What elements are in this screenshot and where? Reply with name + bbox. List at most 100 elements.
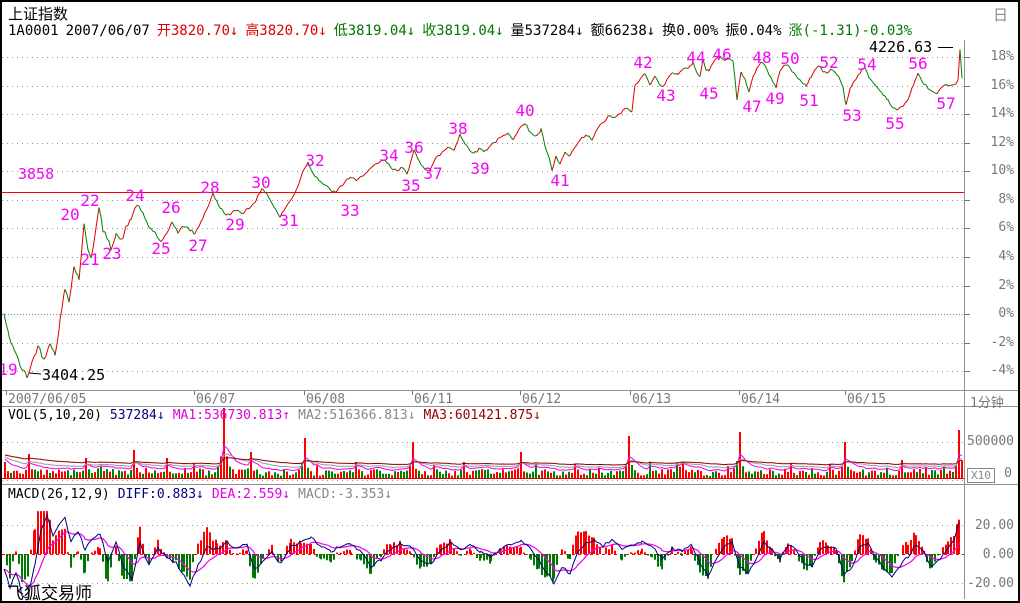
y-tick-label: 14% <box>990 106 1014 121</box>
y-tick <box>964 200 970 201</box>
volume-ma3-line <box>4 454 963 466</box>
main-gridline-16 <box>2 86 964 87</box>
wave-label-56: 56 <box>908 54 928 73</box>
wave-label-41: 41 <box>550 171 570 190</box>
x-tick-label: 2007/06/05 <box>8 392 87 407</box>
period-label[interactable]: 1分钟 <box>970 396 1004 411</box>
y-tick-label: 16% <box>990 78 1014 93</box>
wave-label-42: 42 <box>633 53 653 72</box>
y-tick-label: 18% <box>990 49 1014 64</box>
quote-segment-1: 2007/06/07 <box>65 23 150 39</box>
y-tick <box>964 114 970 115</box>
y-tick-label: 0% <box>998 306 1014 321</box>
main-gridline-18 <box>2 57 964 58</box>
x-tick <box>520 391 521 395</box>
high-price-label: 4226.63 <box>869 38 933 56</box>
axis-bottom-line <box>2 406 1018 407</box>
quote-segment-6: 量537284↓ <box>510 23 584 39</box>
macd-segment-2: DEA:2.559↓ <box>211 487 291 502</box>
quote-segment-10: 涨(-1.31)-0.03% <box>788 23 913 39</box>
main-gridline--2 <box>2 343 964 344</box>
wave-label-19: 19 <box>0 360 18 379</box>
quote-segment-9: 振0.04% <box>725 23 782 39</box>
wave-label-24: 24 <box>125 186 145 205</box>
wave-label-23: 23 <box>102 244 122 263</box>
macd-histogram-negative <box>6 554 941 583</box>
volume-segment-4: MA3:601421.875↓ <box>423 408 541 423</box>
main-gridline--4 <box>2 371 964 372</box>
y-tick-label: 2% <box>998 278 1014 293</box>
macd-scale-label: 0.00 <box>982 547 1014 562</box>
y-tick <box>964 343 970 344</box>
wave-label-44: 44 <box>686 48 706 67</box>
wave-label-36: 36 <box>404 138 424 157</box>
quote-segment-4: 低3819.04↓ <box>333 23 416 39</box>
period-day-button[interactable]: 日 <box>993 6 1009 24</box>
main-gridline-14 <box>2 114 964 115</box>
wave-label-53: 53 <box>842 106 862 125</box>
y-tick <box>964 171 970 172</box>
wave-label-45: 45 <box>699 84 719 103</box>
x-tick-label: 06/07 <box>196 392 236 407</box>
main-gridline-10 <box>2 171 964 172</box>
volume-segment-0: VOL(5,10,20) <box>8 408 102 423</box>
wave-label-29: 29 <box>225 215 245 234</box>
wave-label-21: 21 <box>80 250 100 269</box>
macd-indicator-header: MACD(26,12,9) DIFF:0.883↓ DEA:2.559↓ MACD:-… <box>8 487 400 502</box>
quote-segment-0: 1A0001 <box>8 23 59 39</box>
macd-scale-label: -20.00 <box>967 576 1014 591</box>
macd-dea-line <box>3 531 960 587</box>
wave-label-50: 50 <box>780 49 800 68</box>
page-title: 上证指数 <box>8 5 69 23</box>
volume-segment-1: 537284↓ <box>109 408 165 423</box>
wave-label-37: 37 <box>423 164 443 183</box>
wave-label-40: 40 <box>515 101 535 120</box>
main-gridline-0 <box>2 314 964 315</box>
x-tick-label: 06/11 <box>414 392 454 407</box>
x-tick-label: 06/12 <box>522 392 562 407</box>
wave-label-35: 35 <box>401 176 421 195</box>
quote-segment-8: 换0.00% <box>662 23 719 39</box>
wave-label-57: 57 <box>936 94 956 113</box>
x-tick <box>739 391 740 395</box>
wave-label-51: 51 <box>799 91 819 110</box>
macd-grid-minus20 <box>2 583 964 584</box>
wave-label-48: 48 <box>752 48 772 67</box>
y-tick <box>964 371 970 372</box>
wave-label-34: 34 <box>379 146 399 165</box>
volume-ma1-line <box>4 444 963 472</box>
volume-multiplier-badge: X10 <box>967 468 995 483</box>
macd-segment-0: MACD(26,12,9) <box>8 487 110 502</box>
ref-price-label: 3858 <box>18 165 55 183</box>
macd-scale-label: 20.00 <box>974 518 1014 533</box>
wave-label-22: 22 <box>80 191 100 210</box>
volume-baseline <box>2 478 964 479</box>
x-tick-label: 06/13 <box>632 392 672 407</box>
wave-label-55: 55 <box>885 114 905 133</box>
y-tick-label: 10% <box>990 163 1014 178</box>
volume-baseline-grid <box>2 480 964 481</box>
x-tick-label: 06/15 <box>847 392 887 407</box>
wave-label-30: 30 <box>251 173 271 192</box>
y-tick <box>964 286 970 287</box>
y-tick-label: -2% <box>990 335 1014 350</box>
x-tick <box>304 391 305 395</box>
x-tick <box>6 391 7 395</box>
y-tick <box>964 86 970 87</box>
axis-top-line <box>2 390 1018 391</box>
macd-histogram-positive <box>15 511 960 554</box>
y-tick-label: 8% <box>998 192 1014 207</box>
wave-label-39: 39 <box>470 159 490 178</box>
low-price-pointer <box>28 372 42 375</box>
wave-label-28: 28 <box>200 178 220 197</box>
quote-segment-7: 额66238↓ <box>590 23 656 39</box>
wave-label-27: 27 <box>188 236 208 255</box>
volume-scale-top: 500000 <box>967 434 1014 449</box>
wave-label-26: 26 <box>161 198 181 217</box>
y-tick <box>964 228 970 229</box>
high-price-pointer <box>938 47 953 48</box>
panel-separator <box>2 484 1018 485</box>
main-gridline-12 <box>2 143 964 144</box>
main-gridline-8 <box>2 200 964 201</box>
